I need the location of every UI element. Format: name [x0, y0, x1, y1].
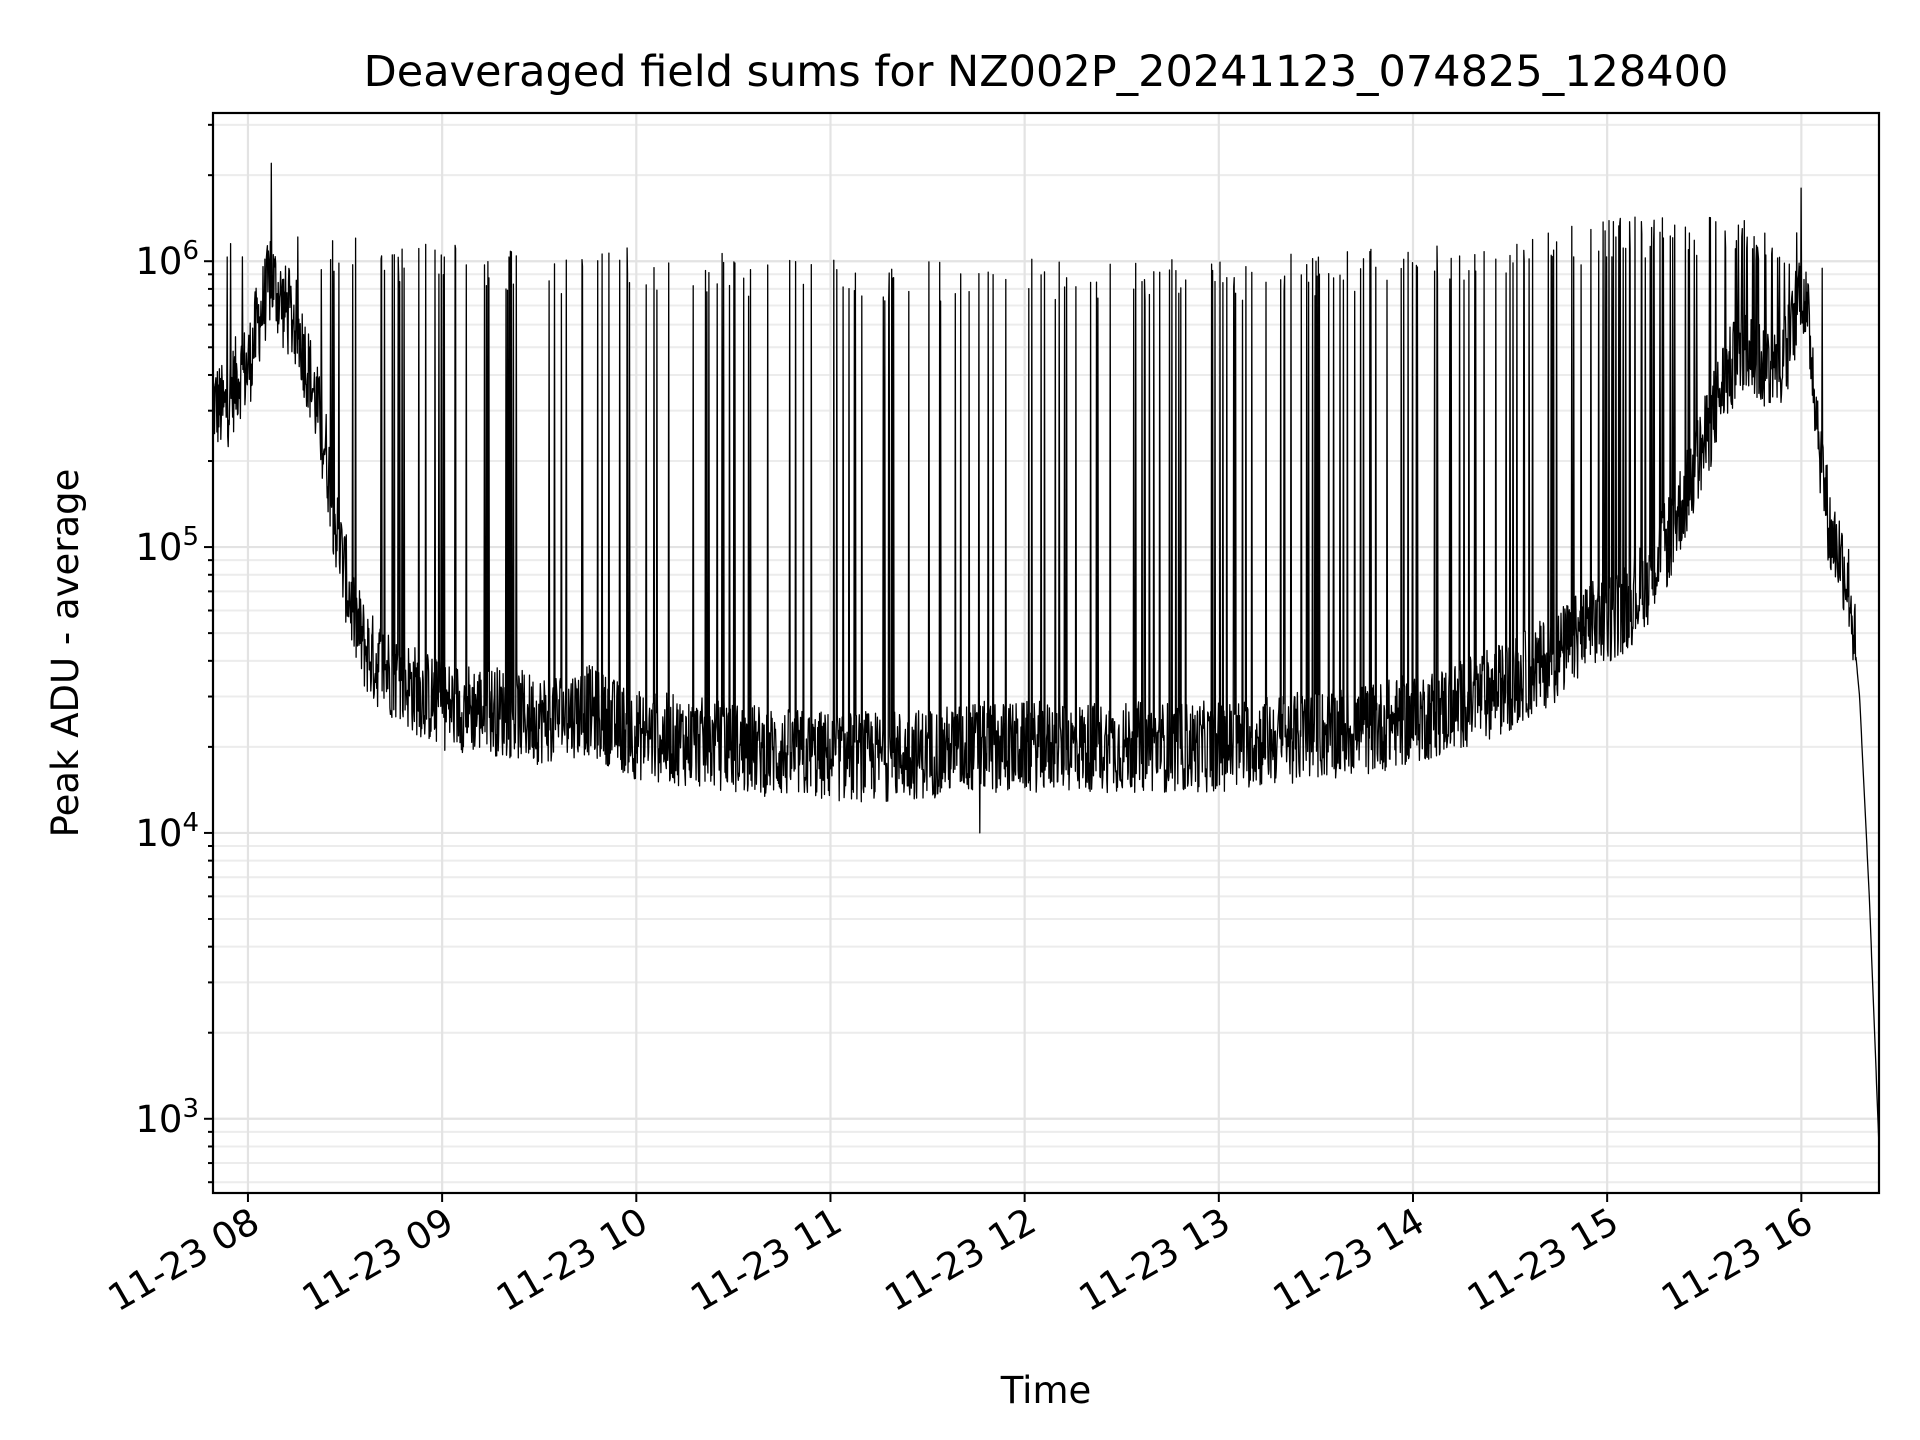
x-tick-label: 11-23 08: [101, 1200, 267, 1320]
series-line: [212, 162, 1880, 1147]
plot-area-frame: [211, 111, 1881, 1195]
x-tick-label: 11-23 11: [683, 1200, 849, 1320]
x-tick-label: 11-23 16: [1654, 1200, 1820, 1320]
y-tick-label: 106: [135, 236, 199, 283]
x-tick-label: 11-23 15: [1460, 1200, 1626, 1320]
y-tick-label: 103: [135, 1094, 199, 1141]
y-tick-label: 105: [135, 522, 199, 569]
x-tick-label: 11-23 09: [295, 1200, 461, 1320]
x-tick-label: 11-23 12: [878, 1200, 1044, 1320]
x-tick-label: 11-23 13: [1072, 1200, 1238, 1320]
chart-title: Deaveraged field sums for NZ002P_2024112…: [364, 47, 1729, 97]
y-axis-label: Peak ADU - average: [44, 469, 87, 838]
x-axis-label: Time: [1000, 1369, 1092, 1412]
y-tick-label: 104: [135, 808, 199, 855]
data-series-layer: [212, 162, 1880, 1147]
x-tick-label: 11-23 10: [489, 1200, 655, 1320]
x-tick-label: 11-23 14: [1266, 1200, 1432, 1320]
